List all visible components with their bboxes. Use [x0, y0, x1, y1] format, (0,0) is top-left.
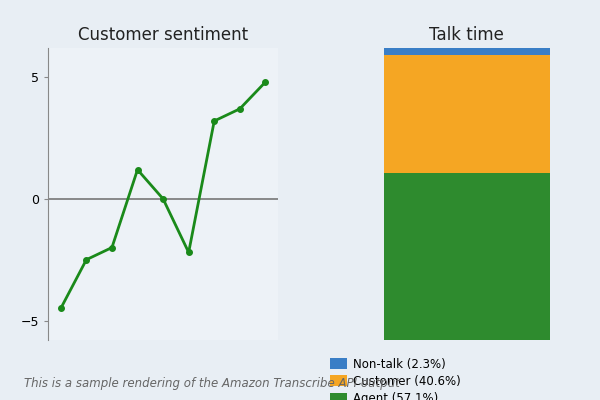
- Text: This is a sample rendering of the Amazon Transcribe API output: This is a sample rendering of the Amazon…: [24, 377, 400, 390]
- Title: Talk time: Talk time: [430, 26, 505, 44]
- Legend: Non-talk (2.3%), Customer (40.6%), Agent (57.1%): Non-talk (2.3%), Customer (40.6%), Agent…: [330, 358, 460, 400]
- Title: Customer sentiment: Customer sentiment: [78, 26, 248, 44]
- Bar: [384, 48, 550, 55]
- Bar: [384, 55, 550, 173]
- Bar: [384, 173, 550, 340]
